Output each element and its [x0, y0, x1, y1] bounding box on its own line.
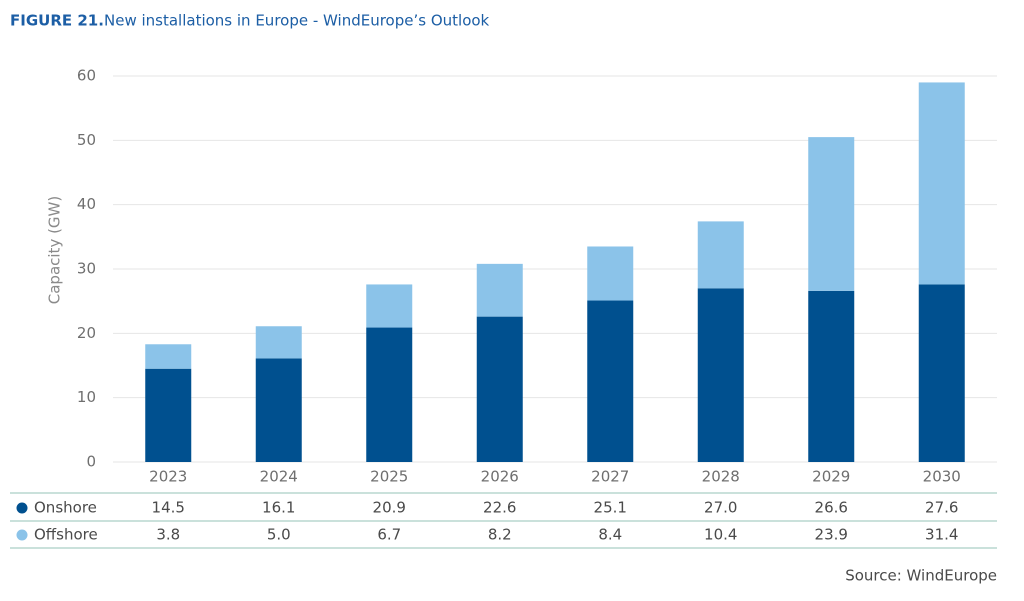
table-value: 10.4	[704, 526, 737, 544]
x-tick-label: 2024	[260, 468, 298, 486]
legend-label: Onshore	[34, 499, 97, 517]
x-tick-label: 2023	[149, 468, 187, 486]
y-tick-label: 50	[77, 131, 96, 149]
bar-segment	[808, 290, 855, 462]
table-value: 27.6	[925, 499, 958, 517]
bar-segment	[366, 327, 413, 462]
y-tick-label: 40	[77, 195, 96, 213]
y-tick-label: 30	[77, 260, 96, 278]
source: Source: WindEurope	[845, 567, 997, 585]
x-tick-label: 2028	[702, 468, 740, 486]
y-axis-label: Capacity (GW)	[46, 196, 64, 304]
x-tick-label: 2025	[370, 468, 408, 486]
x-tick-label: 2026	[481, 468, 519, 486]
x-tick-label: 2027	[591, 468, 629, 486]
table-value: 20.9	[373, 499, 406, 517]
bar-segment	[476, 316, 523, 462]
bar-segment	[255, 326, 302, 359]
bar-segment	[145, 368, 192, 462]
x-tick-label: 2029	[812, 468, 850, 486]
table-value: 6.7	[377, 526, 401, 544]
table-value: 25.1	[594, 499, 627, 517]
bar-segment	[587, 246, 634, 301]
chart-title: New installations in Europe - WindEurope…	[104, 12, 490, 30]
bar-segment	[697, 221, 744, 289]
bar-segment	[697, 288, 744, 462]
table-value: 27.0	[704, 499, 737, 517]
legend-marker	[16, 502, 28, 514]
bar-segment	[476, 263, 523, 317]
bar-segment	[918, 284, 965, 462]
y-tick-label: 0	[86, 453, 96, 471]
bar-segment	[587, 300, 634, 462]
table-value: 8.2	[488, 526, 512, 544]
legend-marker	[16, 529, 28, 541]
x-tick-label: 2030	[923, 468, 961, 486]
bar-segment	[145, 344, 192, 369]
legend-label: Offshore	[34, 526, 98, 544]
table-value: 22.6	[483, 499, 516, 517]
bar-segment	[255, 358, 302, 462]
y-tick-label: 60	[77, 67, 96, 85]
table-value: 26.6	[815, 499, 848, 517]
table-value: 3.8	[156, 526, 180, 544]
table-value: 14.5	[152, 499, 185, 517]
table-value: 5.0	[267, 526, 291, 544]
y-tick-label: 20	[77, 324, 96, 342]
bar-segment	[808, 137, 855, 291]
bar-segment	[366, 284, 413, 328]
table-value: 8.4	[598, 526, 622, 544]
table-value: 16.1	[262, 499, 295, 517]
y-tick-label: 10	[77, 388, 96, 406]
table-value: 23.9	[815, 526, 848, 544]
figure-label: FIGURE 21.	[10, 12, 104, 30]
table-value: 31.4	[925, 526, 958, 544]
bar-segment	[918, 82, 965, 285]
